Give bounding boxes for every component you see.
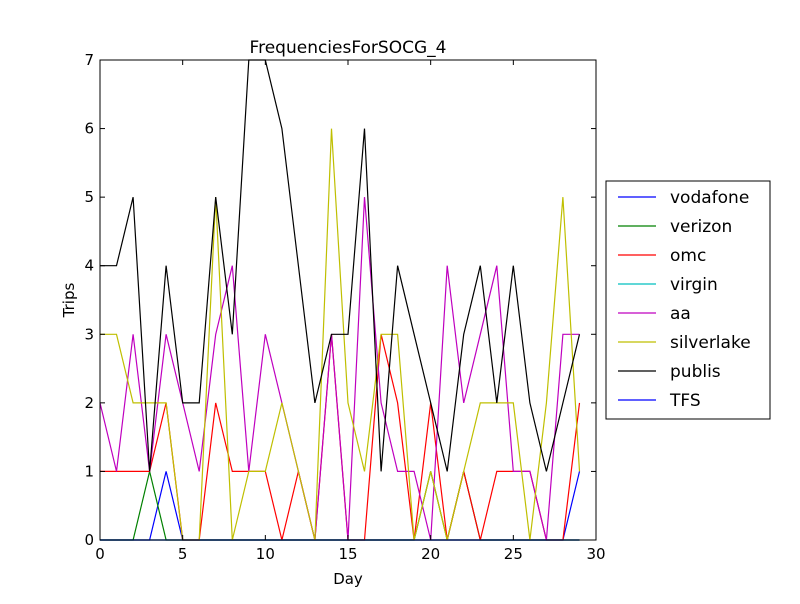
legend-label-publis: publis [670,362,721,382]
x-tick-label: 5 [178,545,188,563]
x-tick-label: 15 [338,545,357,563]
series-layer [99,59,581,541]
y-tick-label: 4 [84,257,94,275]
x-tick-label: 0 [95,545,105,563]
series-line-silverlake [100,128,581,541]
legend-label-tfs: TFS [669,391,701,411]
series-line-vodafone [100,471,581,541]
series-line-publis [100,59,581,472]
x-tick-label: 10 [256,545,275,563]
legend-label-omc: omc [670,246,706,266]
y-axis-label: Trips [60,283,78,319]
x-axis-label: Day [333,570,363,588]
y-tick-label: 3 [84,325,94,343]
y-tick-label: 5 [84,188,94,206]
x-tick-label: 25 [504,545,523,563]
series-line-verizon [100,471,580,541]
y-tick-label: 6 [84,120,94,138]
legend-label-aa: aa [670,304,691,324]
chart-title: FrequenciesForSOCG_4 [250,38,447,58]
legend-label-vodafone: vodafone [670,188,749,208]
y-tick-label: 7 [84,51,94,69]
legend-box [605,180,771,420]
y-tick-label: 2 [84,394,94,412]
legend-label-silverlake: silverlake [670,333,751,353]
series-line-aa [99,197,580,541]
x-tick-label: 30 [586,545,605,563]
y-tick-label: 1 [84,462,94,480]
y-tick-label: 0 [84,531,94,549]
ticks-layer: 0 5 10 15 20 25 30 0 1 2 3 4 5 6 7 [84,51,605,563]
legend-label-verizon: verizon [670,217,732,237]
x-tick-label: 20 [421,545,440,563]
legend-label-virgin: virgin [670,275,718,295]
legend: vodafone verizon omc virgin aa silverlake publ… [605,180,771,420]
